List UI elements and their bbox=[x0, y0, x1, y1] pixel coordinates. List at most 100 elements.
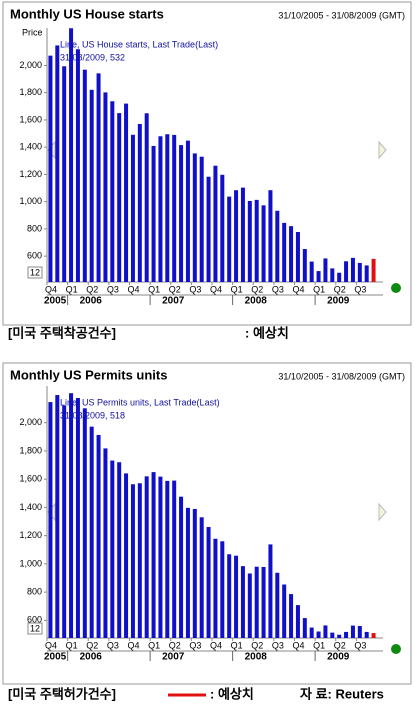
bar bbox=[316, 271, 321, 282]
source: 자 료: Reuters bbox=[300, 686, 384, 701]
x-tick-label: Q2 bbox=[251, 640, 263, 650]
bar bbox=[316, 631, 321, 638]
bar bbox=[48, 402, 53, 638]
bar bbox=[344, 631, 349, 638]
x-tick-label: Q4 bbox=[127, 284, 139, 294]
bar bbox=[137, 124, 142, 282]
bar bbox=[110, 460, 115, 638]
bar bbox=[330, 268, 335, 282]
date-range: 31/10/2005 - 31/08/2009 (GMT) bbox=[278, 10, 405, 20]
bar bbox=[282, 584, 287, 638]
x-tick-label: Q1 bbox=[66, 284, 78, 294]
x-tick-label: Q4 bbox=[292, 284, 304, 294]
year-label: 2006 bbox=[80, 652, 103, 663]
y-tick-label: 2,000 bbox=[19, 417, 42, 427]
corner-box bbox=[27, 622, 43, 635]
bar bbox=[117, 462, 122, 638]
bar bbox=[62, 66, 67, 283]
bar bbox=[165, 134, 170, 282]
bar bbox=[213, 165, 218, 282]
bar bbox=[371, 258, 376, 282]
bar bbox=[261, 566, 266, 638]
year-label: 2009 bbox=[327, 296, 350, 307]
bar bbox=[89, 89, 94, 282]
bar bbox=[357, 626, 362, 638]
bar bbox=[158, 476, 163, 638]
x-tick-label: Q2 bbox=[86, 640, 98, 650]
bar bbox=[165, 480, 170, 638]
bar bbox=[302, 618, 307, 638]
y-tick-label: 1,600 bbox=[19, 114, 42, 124]
bar bbox=[275, 210, 280, 282]
bar bbox=[172, 480, 177, 638]
bar bbox=[55, 395, 60, 638]
bar bbox=[350, 257, 355, 282]
caption: [미국 주택허가건수] bbox=[8, 686, 116, 701]
bar bbox=[309, 627, 314, 638]
y-tick-label: 1,200 bbox=[19, 169, 42, 179]
bar bbox=[117, 113, 122, 283]
legend-text: 31/08/2009, 518 bbox=[60, 410, 125, 420]
bar bbox=[227, 554, 232, 638]
legend-text: Line, US House starts, Last Trade(Last) bbox=[60, 39, 218, 49]
bar bbox=[240, 566, 245, 638]
bar bbox=[371, 633, 376, 638]
bar bbox=[295, 232, 300, 282]
bar bbox=[309, 261, 314, 282]
bar bbox=[82, 408, 87, 638]
bar bbox=[289, 226, 294, 282]
bar bbox=[158, 136, 163, 282]
y-tick-label: 800 bbox=[27, 586, 42, 596]
caption: [미국 주택착공건수] bbox=[8, 325, 116, 340]
bar bbox=[323, 258, 328, 282]
bar bbox=[289, 594, 294, 638]
bar bbox=[96, 434, 101, 638]
x-tick-label: Q3 bbox=[354, 640, 366, 650]
bar bbox=[130, 134, 135, 282]
corner-label: 12 bbox=[30, 623, 40, 633]
y-tick-label: 1,000 bbox=[19, 196, 42, 206]
bar bbox=[254, 199, 259, 282]
bar bbox=[234, 555, 239, 638]
chart-title: Monthly US Permits units bbox=[10, 367, 167, 382]
x-tick-label: Q3 bbox=[107, 284, 119, 294]
bar bbox=[137, 483, 142, 638]
bar bbox=[151, 145, 156, 282]
bar bbox=[275, 572, 280, 638]
bar bbox=[323, 625, 328, 638]
bar bbox=[330, 632, 335, 638]
bar bbox=[213, 538, 218, 638]
x-tick-label: Q1 bbox=[231, 284, 243, 294]
x-tick-label: Q4 bbox=[45, 640, 57, 650]
x-tick-label: Q4 bbox=[127, 640, 139, 650]
year-label: 2006 bbox=[80, 296, 103, 307]
legend-text: Line, US Permits units, Last Trade(Last) bbox=[60, 397, 220, 407]
bar bbox=[337, 272, 342, 282]
year-label: 2005 bbox=[44, 296, 67, 307]
bar bbox=[337, 634, 342, 638]
bar bbox=[364, 265, 369, 282]
y-tick-label: 1,800 bbox=[19, 87, 42, 97]
year-label: 2008 bbox=[245, 652, 268, 663]
x-tick-label: Q1 bbox=[313, 640, 325, 650]
bar bbox=[48, 55, 53, 282]
bar bbox=[185, 507, 190, 638]
x-tick-label: Q2 bbox=[169, 284, 181, 294]
bar bbox=[220, 174, 225, 282]
scroll-right bbox=[378, 140, 387, 160]
x-tick-label: Q1 bbox=[66, 640, 78, 650]
x-tick-label: Q1 bbox=[231, 640, 243, 650]
bar bbox=[75, 49, 80, 283]
status-dot bbox=[391, 644, 401, 654]
x-tick-label: Q3 bbox=[189, 640, 201, 650]
y-tick-label: 1,200 bbox=[19, 530, 42, 540]
x-tick-label: Q3 bbox=[272, 284, 284, 294]
x-tick-label: Q2 bbox=[334, 640, 346, 650]
legend-text: 31/08/2009, 532 bbox=[60, 52, 125, 62]
bar bbox=[254, 566, 259, 638]
bar bbox=[124, 103, 129, 282]
chart-title: Monthly US House starts bbox=[10, 6, 164, 21]
x-tick-label: Q1 bbox=[148, 284, 160, 294]
bar bbox=[357, 262, 362, 282]
y-axis-label: Price bbox=[22, 27, 43, 37]
